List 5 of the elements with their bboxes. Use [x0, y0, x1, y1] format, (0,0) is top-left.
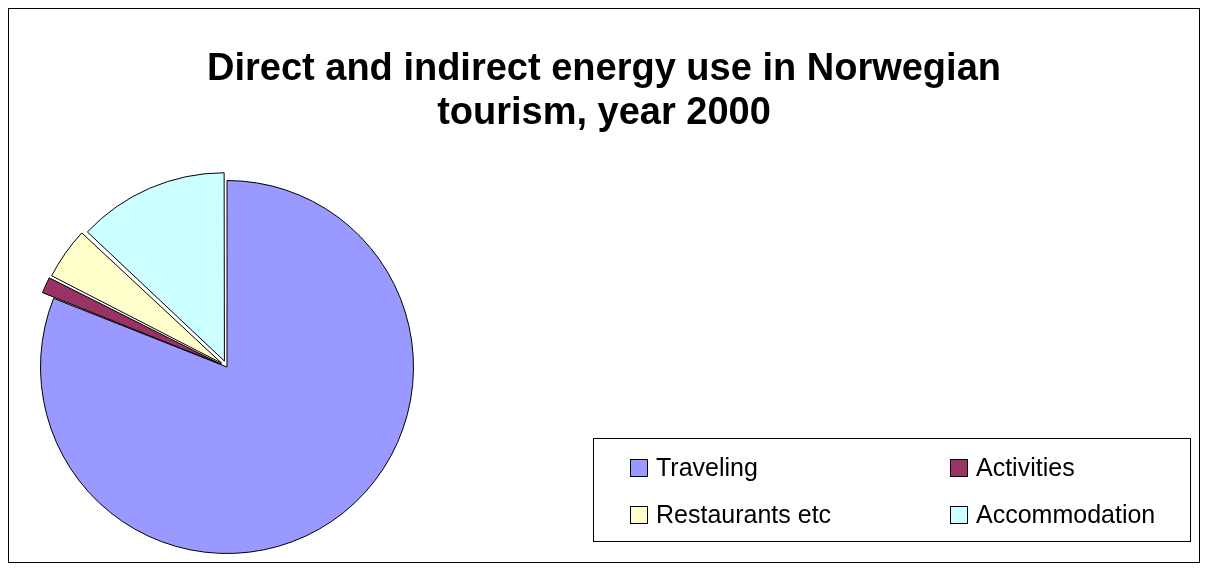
- legend-label: Accommodation: [976, 500, 1156, 529]
- legend-label: Traveling: [656, 453, 758, 482]
- chart-title: Direct and indirect energy use in Norwegian tourism, year 2000: [206, 45, 1002, 133]
- legend-label: Activities: [976, 453, 1075, 482]
- legend-label: Restaurants etc: [656, 500, 832, 529]
